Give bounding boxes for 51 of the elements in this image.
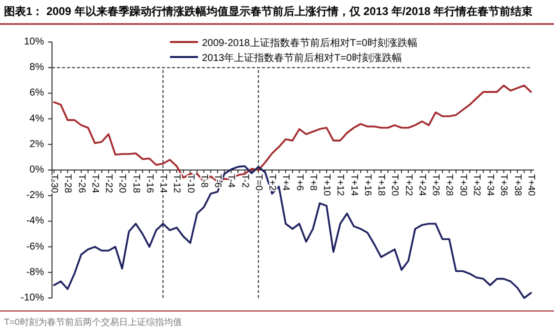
y-tick-label: -4% bbox=[26, 216, 44, 227]
x-tick-label: T+32 bbox=[470, 174, 482, 196]
x-tick-label: T+2 bbox=[266, 174, 278, 191]
y-tick-label: -6% bbox=[26, 241, 44, 252]
x-tick-label: T+4 bbox=[280, 174, 292, 191]
x-tick-label: T+6 bbox=[294, 174, 305, 191]
x-tick-label: T+38 bbox=[512, 174, 523, 196]
x-tick-label: T+18 bbox=[376, 174, 387, 196]
x-tick-label: T+30 bbox=[457, 174, 468, 196]
legend-label: 2009-2018上证指数春节前后相对T=0时刻涨跌幅 bbox=[202, 37, 418, 49]
x-tick-label: T-8 bbox=[198, 174, 210, 188]
x-tick-label: T-18 bbox=[130, 174, 142, 194]
x-tick-label: T+34 bbox=[484, 174, 496, 196]
x-tick-label: T+26 bbox=[430, 174, 442, 196]
y-tick-label: 2% bbox=[30, 138, 44, 150]
legend-label: 2013年上证指数春节前后相对T=0时刻涨跌幅 bbox=[202, 52, 402, 64]
x-tick-label: T+16 bbox=[362, 174, 373, 196]
y-tick-label: 6% bbox=[30, 88, 44, 99]
chart-title: 图表1： 2009 年以来春季躁动行情涨跌幅均值显示春节前后上涨行情，仅 2013 年/2018 年行情在春节前结束 bbox=[4, 5, 533, 18]
x-tick-label: T-28 bbox=[62, 174, 74, 194]
x-tick-label: T+40 bbox=[526, 174, 536, 196]
x-tick-label: T-12 bbox=[171, 174, 182, 194]
x-tick-label: T-6 bbox=[212, 174, 224, 188]
x-tick-label: T-14 bbox=[158, 174, 169, 194]
x-tick-label: T-10 bbox=[184, 174, 196, 194]
y-tick-label: 10% bbox=[24, 36, 44, 48]
y-tick-label: 4% bbox=[30, 113, 44, 124]
x-tick-label: T-16 bbox=[144, 174, 155, 194]
x-tick-label: T+22 bbox=[402, 174, 414, 196]
text: T=0时刻为春节前后两个交易日上证综指均值 bbox=[4, 317, 182, 327]
x-tick-label: T+20 bbox=[389, 174, 400, 196]
x-tick-label: T-24 bbox=[89, 174, 100, 194]
x-tick-label: T-20 bbox=[116, 174, 128, 194]
y-tick-label: 0% bbox=[30, 164, 44, 176]
x-tick-label: T+28 bbox=[444, 174, 455, 196]
y-tick-label: 8% bbox=[30, 62, 44, 74]
y-tick-label: -10% bbox=[20, 292, 44, 304]
x-tick-label: T+10 bbox=[321, 174, 332, 196]
y-tick-label: -2% bbox=[26, 190, 44, 202]
x-tick-label: T-2 bbox=[239, 174, 250, 188]
x-tick-label: T-4 bbox=[226, 174, 237, 188]
x-tick-label: T-22 bbox=[103, 174, 114, 194]
x-tick-label: T+36 bbox=[498, 174, 510, 196]
y-tick-label: -8% bbox=[26, 266, 44, 278]
x-tick-label: T+8 bbox=[307, 174, 318, 191]
x-tick-label: T+24 bbox=[416, 174, 428, 196]
x-tick-label: T+14 bbox=[348, 174, 360, 196]
x-tick-label: T=0 bbox=[252, 174, 264, 191]
x-tick-label: T-30 bbox=[48, 174, 60, 194]
x-tick-label: T+12 bbox=[334, 174, 346, 196]
x-tick-label: T-26 bbox=[76, 174, 87, 194]
